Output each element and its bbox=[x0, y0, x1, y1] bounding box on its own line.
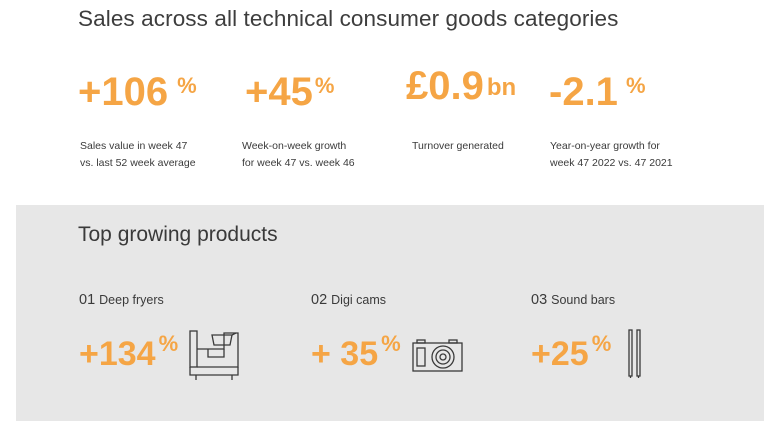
stat-sales-value: +106% Sales value in week 47 vs. last 52… bbox=[78, 66, 197, 169]
product-growth-value: +25 bbox=[531, 335, 589, 373]
panel-title: Top growing products bbox=[78, 223, 278, 246]
product-growth-value: + 35 bbox=[311, 335, 379, 373]
stat-unit: % bbox=[625, 73, 646, 98]
product-item-deep-fryers: 01 Deep fryers +134% bbox=[79, 291, 239, 380]
product-growth-unit: % bbox=[591, 331, 612, 356]
stat-label: Week-on-week growth for week 47 vs. week… bbox=[242, 140, 355, 169]
product-name: Deep fryers bbox=[99, 293, 164, 307]
product-growth-unit: % bbox=[381, 331, 401, 356]
product-item-sound-bars: 03 Sound bars +25% bbox=[531, 291, 641, 378]
page-title: Sales across all technical consumer good… bbox=[78, 6, 619, 31]
product-growth: + 35% bbox=[311, 331, 401, 372]
product-number: 03 bbox=[531, 292, 548, 308]
stat-unit: bn bbox=[486, 74, 517, 101]
product-number: 02 bbox=[311, 292, 328, 308]
product-growth-value: +134 bbox=[79, 335, 156, 373]
product-name: Digi cams bbox=[331, 293, 387, 307]
stat-unit: % bbox=[314, 73, 335, 98]
stat-unit: % bbox=[177, 73, 197, 98]
stat-label: Turnover generated bbox=[412, 140, 504, 152]
product-name: Sound bars bbox=[551, 293, 616, 307]
product-item-digi-cams: 02 Digi cams + 35% bbox=[311, 291, 463, 372]
camera-icon bbox=[412, 339, 464, 378]
product-growth-unit: % bbox=[158, 331, 179, 356]
deep-fryer-icon bbox=[188, 327, 240, 388]
top-products-panel: Top growing products 01 Deep fryers +134%… bbox=[16, 205, 764, 421]
stat-value: +106 bbox=[78, 70, 169, 114]
stat-week-on-week: +45% Week-on-week growth for week 47 vs.… bbox=[242, 66, 355, 169]
stat-year-on-year: -2.1% Year-on-year growth for week 47 20… bbox=[549, 66, 673, 169]
stat-turnover: £0.9 bn Turnover generated bbox=[406, 64, 517, 152]
stat-value: £0.9 bbox=[406, 64, 484, 108]
stat-label: Sales value in week 47 vs. last 52 week … bbox=[80, 140, 196, 169]
product-growth: +25% bbox=[531, 331, 611, 372]
product-number: 01 bbox=[79, 292, 96, 308]
stat-value: -2.1 bbox=[549, 70, 618, 114]
product-growth: +134% bbox=[79, 331, 178, 372]
sound-bar-icon bbox=[628, 329, 642, 384]
stat-label: Year-on-year growth for week 47 2022 vs.… bbox=[550, 140, 673, 169]
stat-value: +45 bbox=[245, 70, 313, 114]
